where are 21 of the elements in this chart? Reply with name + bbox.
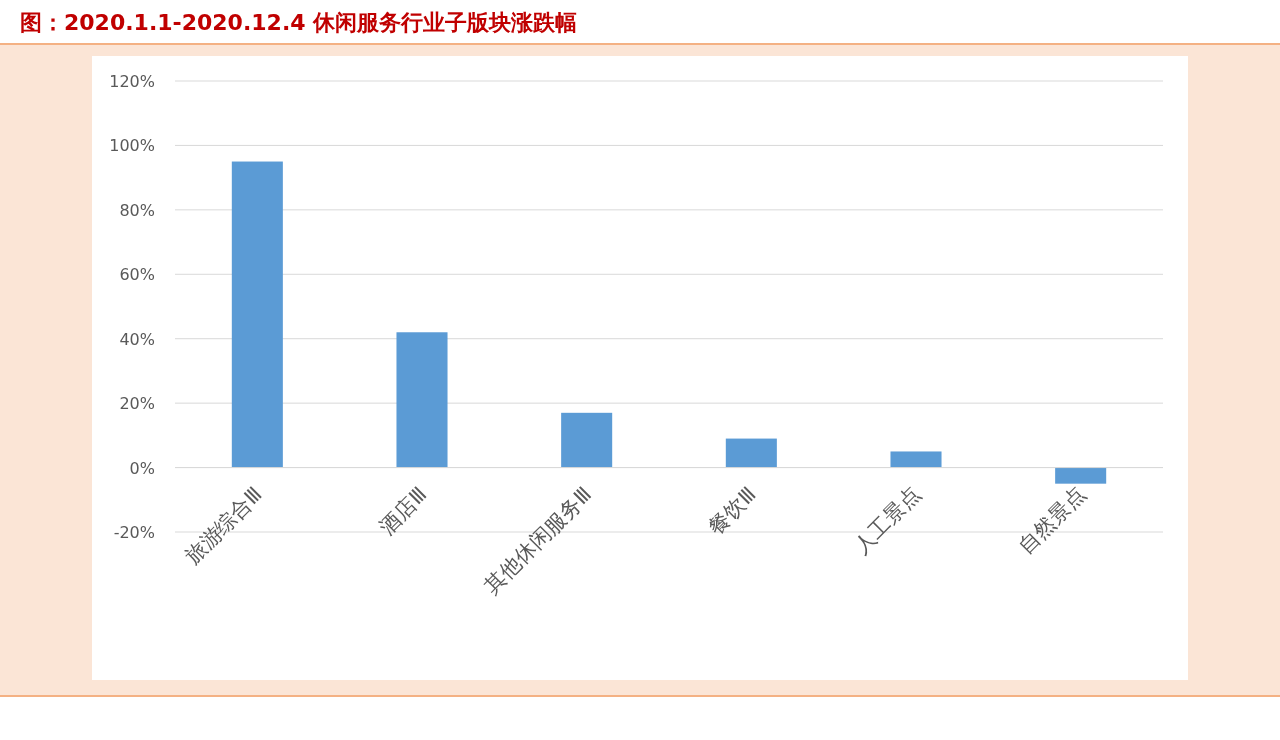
x-tick-label: 自然景点 xyxy=(1013,482,1091,559)
y-tick-label: -20% xyxy=(113,523,155,542)
bar xyxy=(725,438,777,468)
x-tick-label: 餐饮Ⅲ xyxy=(703,482,761,540)
chart-title: 图：2020.1.1-2020.12.4 休闲服务行业子版块涨跌幅 xyxy=(20,10,578,35)
y-tick-label: 0% xyxy=(129,458,155,478)
y-tick-label: 80% xyxy=(119,200,155,220)
bar xyxy=(561,412,613,468)
bar xyxy=(231,161,283,468)
bar xyxy=(1055,467,1107,484)
y-tick-label: 60% xyxy=(119,265,155,285)
bar xyxy=(396,332,448,468)
x-tick-label: 旅游综合Ⅲ xyxy=(180,482,267,569)
bar xyxy=(890,451,942,468)
y-tick-label: 100% xyxy=(109,136,155,156)
y-tick-label: 120% xyxy=(109,72,155,91)
x-tick-label: 人工景点 xyxy=(849,482,926,559)
y-tick-label: 20% xyxy=(119,394,155,414)
x-tick-label: 其他休闲服务Ⅲ xyxy=(479,482,597,599)
x-tick-label: 酒店Ⅲ xyxy=(374,482,432,540)
y-tick-label: 40% xyxy=(119,329,155,349)
